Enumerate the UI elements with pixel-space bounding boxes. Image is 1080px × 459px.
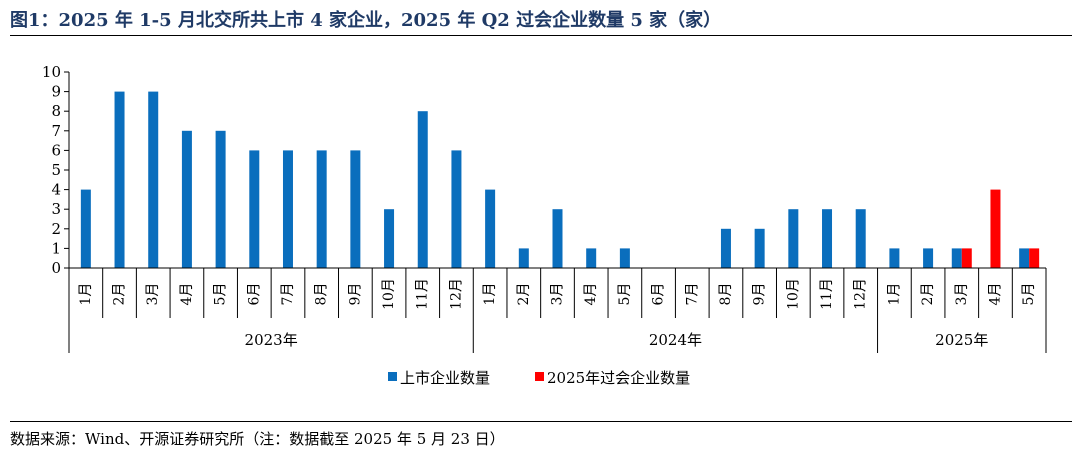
chart-title: 图1：2025 年 1-5 月北交所共上市 4 家企业，2025 年 Q2 过会… — [10, 10, 722, 31]
y-tick-label: 1 — [51, 239, 61, 257]
x-tick-label: 6月 — [246, 283, 262, 306]
legend-item-listed-swatch — [388, 372, 397, 381]
x-axis: 1月 2月 3月 4月 5月 6月 7月 8月 9月 10月 11月 12月 1月 2月 3月 4月 5月 6月 7… — [68, 267, 1047, 353]
bar-listed — [451, 150, 462, 268]
bars — [80, 91, 1040, 268]
y-tick-label: 3 — [51, 200, 61, 218]
x-tick-label: 3月 — [550, 283, 566, 306]
legend-item-approved-label: 2025年过会企业数量 — [547, 369, 690, 387]
y-axis: 0 12 34 5 67 89 10 — [42, 63, 70, 277]
bar-listed — [80, 189, 91, 268]
x-tick-label: 9月 — [752, 283, 768, 306]
source-divider — [10, 421, 1072, 422]
x-tick-label: 7月 — [280, 283, 296, 306]
x-tick-label: 3月 — [145, 283, 161, 306]
bar-listed — [114, 91, 125, 268]
x-tick-label: 8月 — [314, 283, 330, 306]
x-tick-label: 8月 — [718, 283, 734, 306]
x-tick-label: 12月 — [448, 278, 464, 310]
legend-item-listed-label: 上市企业数量 — [400, 369, 490, 387]
bar-listed — [923, 248, 934, 268]
bar-listed — [889, 248, 900, 268]
bar-listed — [619, 248, 630, 268]
bar-listed — [215, 130, 226, 268]
bar-listed — [788, 209, 799, 268]
y-tick-label: 10 — [42, 63, 61, 81]
bar-chart: 0 12 34 5 67 89 10 1月 2月 3月 4月 5月 6月 7月 8月 9月 10月 11月 12月… — [42, 63, 1047, 387]
year-label: 2024年 — [649, 331, 702, 349]
bar-listed — [586, 248, 597, 268]
bar-listed — [518, 248, 529, 268]
x-tick-label: 5月 — [213, 283, 229, 306]
x-tick-label: 2月 — [516, 283, 532, 306]
bar-listed — [417, 111, 428, 268]
y-tick-label: 7 — [51, 122, 61, 140]
year-label: 2023年 — [245, 331, 298, 349]
bar-listed — [720, 228, 731, 268]
x-tick-label: 5月 — [1021, 283, 1037, 306]
x-tick-label: 9月 — [347, 283, 363, 306]
bar-listed — [855, 209, 866, 268]
x-tick-label: 11月 — [415, 278, 431, 310]
x-tick-label: 6月 — [651, 283, 667, 306]
bar-listed — [249, 150, 260, 268]
x-tick-label: 2月 — [112, 283, 128, 306]
year-label: 2025年 — [935, 331, 988, 349]
bar-listed — [951, 248, 962, 268]
y-tick-label: 2 — [51, 220, 61, 238]
bar-listed — [552, 209, 563, 268]
y-tick-label: 6 — [51, 141, 61, 159]
x-tick-label: 2月 — [920, 283, 936, 306]
x-tick-label: 4月 — [179, 283, 195, 306]
y-tick-label: 9 — [51, 83, 61, 101]
x-tick-label: 10月 — [785, 278, 801, 310]
x-tick-label: 1月 — [78, 283, 94, 306]
x-tick-label: 7月 — [684, 283, 700, 306]
legend-item-approved-swatch — [535, 372, 544, 381]
bar-listed — [1019, 248, 1030, 268]
bar-listed — [384, 209, 395, 268]
bar-listed — [316, 150, 327, 268]
x-tick-label: 1月 — [482, 283, 498, 306]
x-tick-label: 3月 — [954, 283, 970, 306]
x-tick-label: 5月 — [617, 283, 633, 306]
bar-approved — [1029, 248, 1040, 268]
y-tick-label: 4 — [51, 181, 61, 199]
title-divider — [10, 35, 1072, 36]
legend: 上市企业数量 2025年过会企业数量 — [388, 369, 690, 387]
bar-listed — [754, 228, 765, 268]
y-tick-label: 8 — [51, 102, 61, 120]
x-tick-label: 10月 — [381, 278, 397, 310]
bar-listed — [148, 91, 159, 268]
bar-listed — [350, 150, 361, 268]
bar-approved — [990, 189, 1001, 268]
x-tick-label: 4月 — [583, 283, 599, 306]
x-tick-label: 11月 — [819, 278, 835, 310]
x-tick-label: 4月 — [987, 283, 1003, 306]
bar-approved — [961, 248, 972, 268]
x-tick-label: 12月 — [853, 278, 869, 310]
bar-listed — [181, 130, 192, 268]
y-tick-label: 0 — [51, 259, 61, 277]
bar-listed — [822, 209, 833, 268]
x-tick-label: 1月 — [886, 283, 902, 306]
bar-listed — [282, 150, 293, 268]
bar-listed — [485, 189, 496, 268]
source-note: 数据来源：Wind、开源证券研究所（注：数据截至 2025 年 5 月 23 日… — [10, 430, 505, 448]
y-tick-label: 5 — [51, 161, 61, 179]
